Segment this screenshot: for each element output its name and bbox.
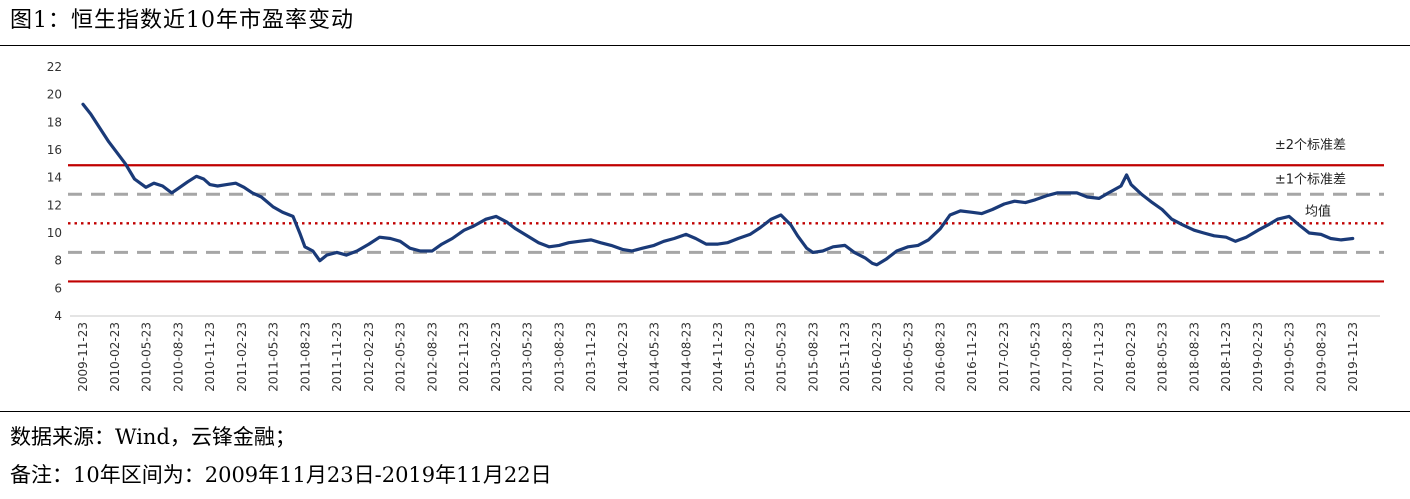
y-tick-label: 20 (47, 88, 62, 102)
x-tick-label: 2017-05-23 (1029, 322, 1043, 392)
x-tick-label: 2017-11-23 (1092, 322, 1106, 392)
x-tick-label: 2016-08-23 (933, 322, 947, 392)
x-tick-label: 2013-11-23 (584, 322, 598, 392)
x-tick-label: 2009-11-23 (76, 322, 90, 392)
x-tick-label: 2016-02-23 (870, 322, 884, 392)
x-tick-label: 2019-05-23 (1283, 322, 1297, 392)
y-axis: 4 6 8 10 12 14 16 18 20 22 (47, 60, 62, 323)
bottom-rule (0, 411, 1410, 412)
x-axis: 2009-11-23 2010-02-23 2010-05-23 2010-08-23… (70, 315, 1380, 392)
x-tick-label: 2014-05-23 (648, 322, 662, 392)
pe-series-line (81, 102, 1355, 267)
mean-label: 均值 (1305, 203, 1331, 219)
x-tick-label: 2015-02-23 (743, 322, 757, 392)
x-tick-label: 2019-02-23 (1251, 322, 1265, 392)
x-tick-label: 2015-11-23 (838, 322, 852, 392)
x-tick-label: 2011-05-23 (267, 322, 281, 392)
y-tick-label: 14 (47, 171, 62, 185)
sd2-label: ±2个标准差 (1275, 138, 1346, 153)
y-tick-label: 4 (54, 309, 62, 323)
x-tick-label: 2018-08-23 (1187, 322, 1201, 392)
x-tick-label: 2011-08-23 (298, 322, 312, 392)
x-tick-label: 2018-11-23 (1219, 322, 1233, 392)
y-tick-label: 18 (47, 115, 62, 129)
x-tick-label: 2019-11-23 (1346, 322, 1360, 392)
x-tick-label: 2010-08-23 (171, 322, 185, 392)
x-tick-label: 2016-11-23 (965, 322, 979, 392)
x-tick-label: 2011-11-23 (330, 322, 344, 392)
x-tick-label: 2015-08-23 (806, 322, 820, 392)
x-tick-label: 2012-11-23 (457, 322, 471, 392)
x-tick-label: 2018-02-23 (1124, 322, 1138, 392)
x-tick-label: 2010-11-23 (203, 322, 217, 392)
x-tick-label: 2013-05-23 (521, 322, 535, 392)
x-tick-label: 2017-08-23 (1060, 322, 1074, 392)
x-tick-label: 2013-02-23 (489, 322, 503, 392)
x-tick-label: 2012-08-23 (425, 322, 439, 392)
x-tick-label: 2018-05-23 (1156, 322, 1170, 392)
x-tick-label: 2010-05-23 (140, 322, 154, 392)
date-range-note: 备注：10年区间为：2009年11月23日-2019年11月22日 (10, 463, 552, 487)
x-tick-label: 2014-11-23 (711, 322, 725, 392)
y-tick-label: 16 (47, 143, 62, 157)
reference-lines (68, 164, 1384, 283)
data-source: 数据来源：Wind，云锋金融； (10, 425, 296, 449)
x-tick-label: 2017-02-23 (997, 322, 1011, 392)
x-tick-label: 2014-08-23 (679, 322, 693, 392)
x-tick-label: 2016-05-23 (902, 322, 916, 392)
x-tick-label: 2010-02-23 (108, 322, 122, 392)
y-tick-label: 8 (54, 254, 62, 268)
chart-title: 图1：恒生指数近10年市盈率变动 (10, 8, 354, 33)
x-tick-label: 2014-02-23 (616, 322, 630, 392)
x-tick-label: 2015-05-23 (775, 322, 789, 392)
y-tick-label: 6 (54, 281, 62, 295)
series-layer (81, 102, 1355, 267)
x-tick-label: 2012-05-23 (394, 322, 408, 392)
y-tick-label: 22 (47, 60, 62, 74)
y-tick-label: 12 (47, 198, 62, 212)
x-tick-label: 2011-02-23 (235, 322, 249, 392)
x-tick-label: 2012-02-23 (362, 322, 376, 392)
sd1-label: ±1个标准差 (1275, 172, 1346, 187)
top-rule (0, 45, 1410, 46)
y-tick-label: 10 (47, 226, 62, 240)
x-tick-label: 2019-08-23 (1314, 322, 1328, 392)
x-tick-label: 2013-08-23 (552, 322, 566, 392)
